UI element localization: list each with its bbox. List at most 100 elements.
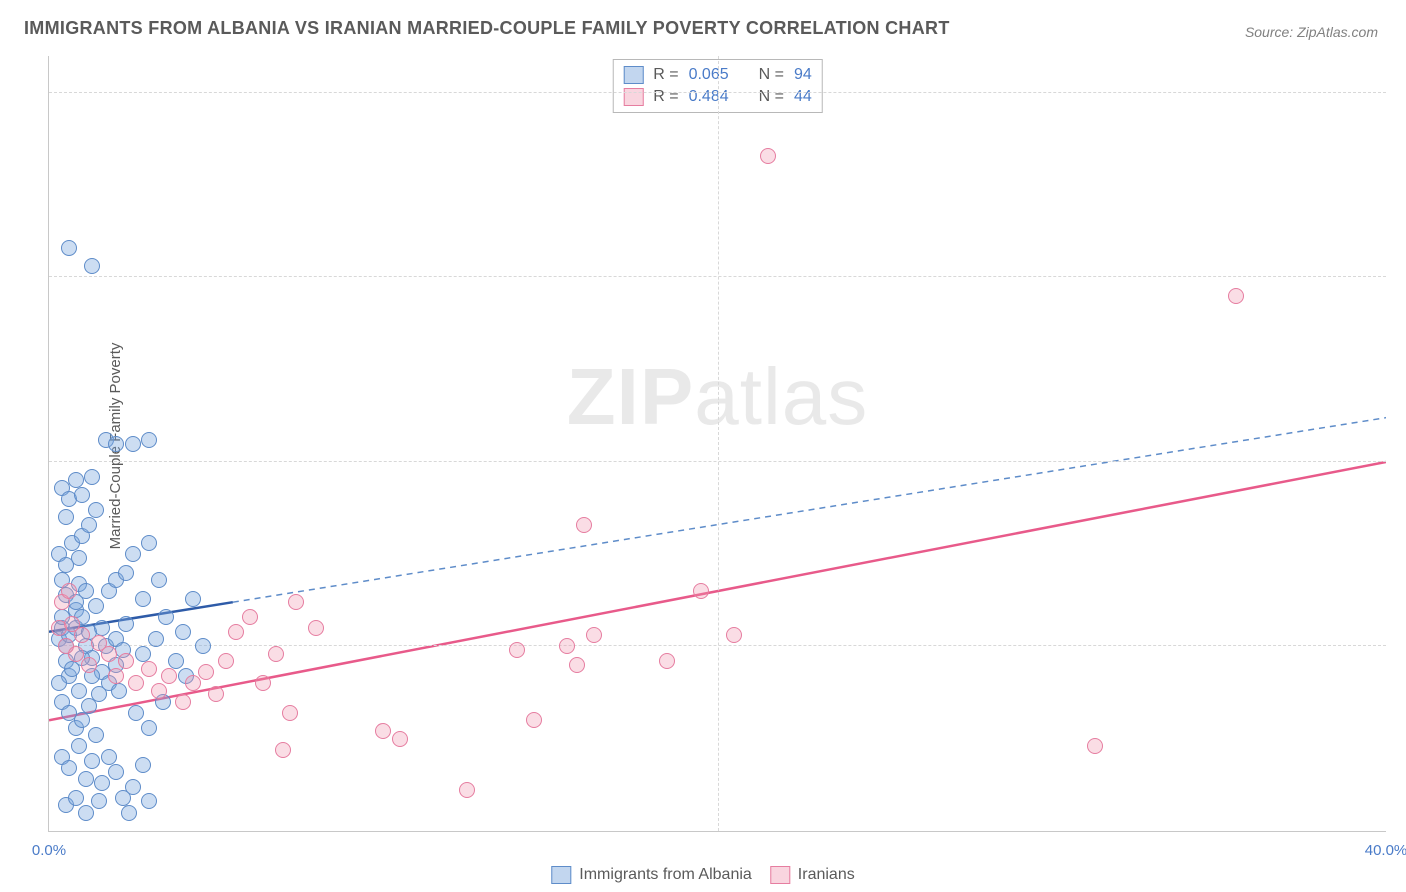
scatter-point-blue <box>71 683 87 699</box>
scatter-point-pink <box>108 668 124 684</box>
scatter-point-pink <box>228 624 244 640</box>
scatter-point-blue <box>121 805 137 821</box>
scatter-point-blue <box>101 749 117 765</box>
scatter-point-blue <box>111 683 127 699</box>
scatter-point-blue <box>84 753 100 769</box>
scatter-point-pink <box>128 675 144 691</box>
scatter-point-pink <box>141 661 157 677</box>
scatter-point-blue <box>94 775 110 791</box>
scatter-point-pink <box>161 668 177 684</box>
legend-swatch-icon <box>770 866 790 884</box>
scatter-point-blue <box>135 646 151 662</box>
scatter-point-blue <box>71 550 87 566</box>
scatter-point-pink <box>526 712 542 728</box>
scatter-point-blue <box>148 631 164 647</box>
scatter-point-pink <box>68 646 84 662</box>
scatter-point-blue <box>58 509 74 525</box>
scatter-point-pink <box>198 664 214 680</box>
scatter-point-blue <box>175 624 191 640</box>
scatter-point-blue <box>88 727 104 743</box>
plot-area: ZIPatlas R = 0.065 N = 94 R = 0.484 N = … <box>48 56 1386 832</box>
scatter-point-blue <box>108 764 124 780</box>
scatter-point-blue <box>135 757 151 773</box>
scatter-point-blue <box>128 705 144 721</box>
scatter-point-pink <box>268 646 284 662</box>
scatter-point-blue <box>141 432 157 448</box>
scatter-point-pink <box>101 646 117 662</box>
source-attribution: Source: ZipAtlas.com <box>1245 24 1378 40</box>
scatter-point-blue <box>118 616 134 632</box>
scatter-point-pink <box>175 694 191 710</box>
scatter-point-blue <box>84 469 100 485</box>
scatter-point-pink <box>392 731 408 747</box>
scatter-point-blue <box>125 779 141 795</box>
legend-swatch-icon <box>623 88 643 106</box>
scatter-point-pink <box>208 686 224 702</box>
scatter-point-blue <box>94 620 110 636</box>
scatter-point-pink <box>282 705 298 721</box>
chart-title: IMMIGRANTS FROM ALBANIA VS IRANIAN MARRI… <box>24 18 950 39</box>
scatter-point-pink <box>760 148 776 164</box>
scatter-point-pink <box>74 627 90 643</box>
scatter-point-pink <box>569 657 585 673</box>
trendline-blue-dashed <box>233 418 1386 603</box>
scatter-point-pink <box>218 653 234 669</box>
scatter-point-pink <box>459 782 475 798</box>
scatter-point-blue <box>135 591 151 607</box>
scatter-point-blue <box>61 760 77 776</box>
scatter-point-blue <box>141 535 157 551</box>
scatter-point-blue <box>71 738 87 754</box>
gridline-vertical <box>718 56 719 831</box>
scatter-point-blue <box>88 598 104 614</box>
scatter-point-blue <box>74 487 90 503</box>
scatter-point-pink <box>659 653 675 669</box>
scatter-point-blue <box>74 712 90 728</box>
scatter-point-blue <box>78 583 94 599</box>
legend-swatch-icon <box>551 866 571 884</box>
scatter-point-pink <box>81 657 97 673</box>
scatter-point-blue <box>84 258 100 274</box>
y-tick-label: 20.0% <box>1396 84 1406 101</box>
scatter-point-pink <box>1087 738 1103 754</box>
series-legend-item: Iranians <box>770 866 855 884</box>
scatter-point-pink <box>118 653 134 669</box>
y-tick-label: 10.0% <box>1396 453 1406 470</box>
x-tick-label: 0.0% <box>32 842 66 859</box>
scatter-point-pink <box>693 583 709 599</box>
x-tick-label: 40.0% <box>1365 842 1406 859</box>
scatter-point-pink <box>726 627 742 643</box>
y-tick-label: 5.0% <box>1396 638 1406 655</box>
scatter-point-blue <box>78 771 94 787</box>
y-tick-label: 15.0% <box>1396 269 1406 286</box>
scatter-point-blue <box>51 675 67 691</box>
scatter-point-pink <box>275 742 291 758</box>
scatter-point-pink <box>576 517 592 533</box>
series-legend: Immigrants from Albania Iranians <box>551 866 854 884</box>
series-legend-item: Immigrants from Albania <box>551 866 752 884</box>
scatter-point-pink <box>151 683 167 699</box>
scatter-point-blue <box>61 240 77 256</box>
legend-swatch-icon <box>623 66 643 84</box>
scatter-point-blue <box>141 793 157 809</box>
scatter-point-blue <box>141 720 157 736</box>
scatter-point-pink <box>61 583 77 599</box>
scatter-point-pink <box>509 642 525 658</box>
scatter-point-blue <box>68 472 84 488</box>
scatter-point-blue <box>151 572 167 588</box>
scatter-point-pink <box>586 627 602 643</box>
scatter-point-blue <box>68 790 84 806</box>
scatter-point-blue <box>125 436 141 452</box>
scatter-point-pink <box>308 620 324 636</box>
scatter-point-pink <box>185 675 201 691</box>
scatter-point-pink <box>375 723 391 739</box>
scatter-point-blue <box>88 502 104 518</box>
scatter-point-pink <box>559 638 575 654</box>
scatter-point-blue <box>168 653 184 669</box>
scatter-point-blue <box>108 436 124 452</box>
scatter-point-pink <box>255 675 271 691</box>
scatter-point-pink <box>1228 288 1244 304</box>
scatter-point-blue <box>125 546 141 562</box>
scatter-point-blue <box>158 609 174 625</box>
scatter-point-blue <box>195 638 211 654</box>
scatter-point-blue <box>81 517 97 533</box>
